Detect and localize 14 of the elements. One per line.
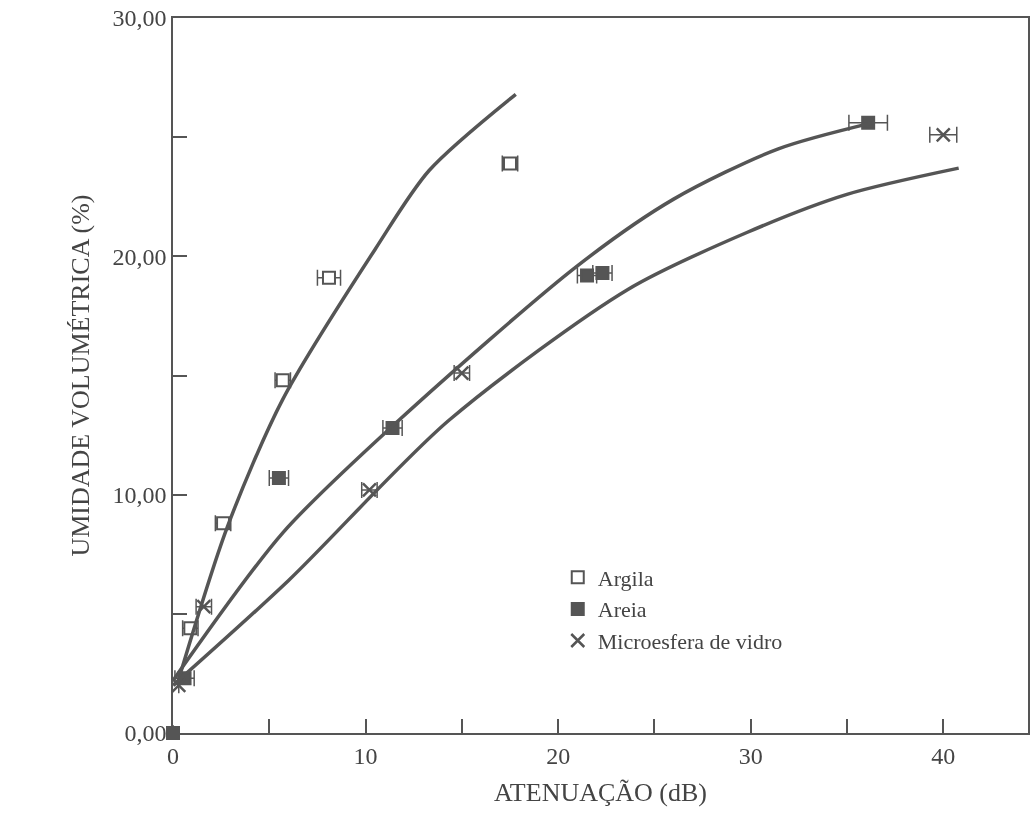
- y-tick-label: 0,00: [124, 720, 167, 747]
- x-tick-label: 30: [738, 742, 763, 769]
- y-axis-title: UMIDADE VOLUMÉTRICA (%): [66, 194, 96, 557]
- y-tick-label: 20,00: [112, 243, 167, 270]
- legend-label: Areia: [597, 597, 647, 623]
- x-tick-label: 40: [931, 742, 956, 769]
- x-tick-label: 0: [167, 742, 179, 769]
- y-tick-label: 30,00: [112, 5, 167, 32]
- y-tick-label: 10,00: [112, 482, 167, 509]
- x-axis-title: ATENUAÇÃO (dB): [493, 777, 708, 807]
- x-tick-label: 10: [353, 742, 378, 769]
- legend-label: Argila: [597, 565, 654, 591]
- legend-label: Microesfera de vidro: [597, 629, 783, 655]
- x-tick-label: 20: [546, 742, 571, 769]
